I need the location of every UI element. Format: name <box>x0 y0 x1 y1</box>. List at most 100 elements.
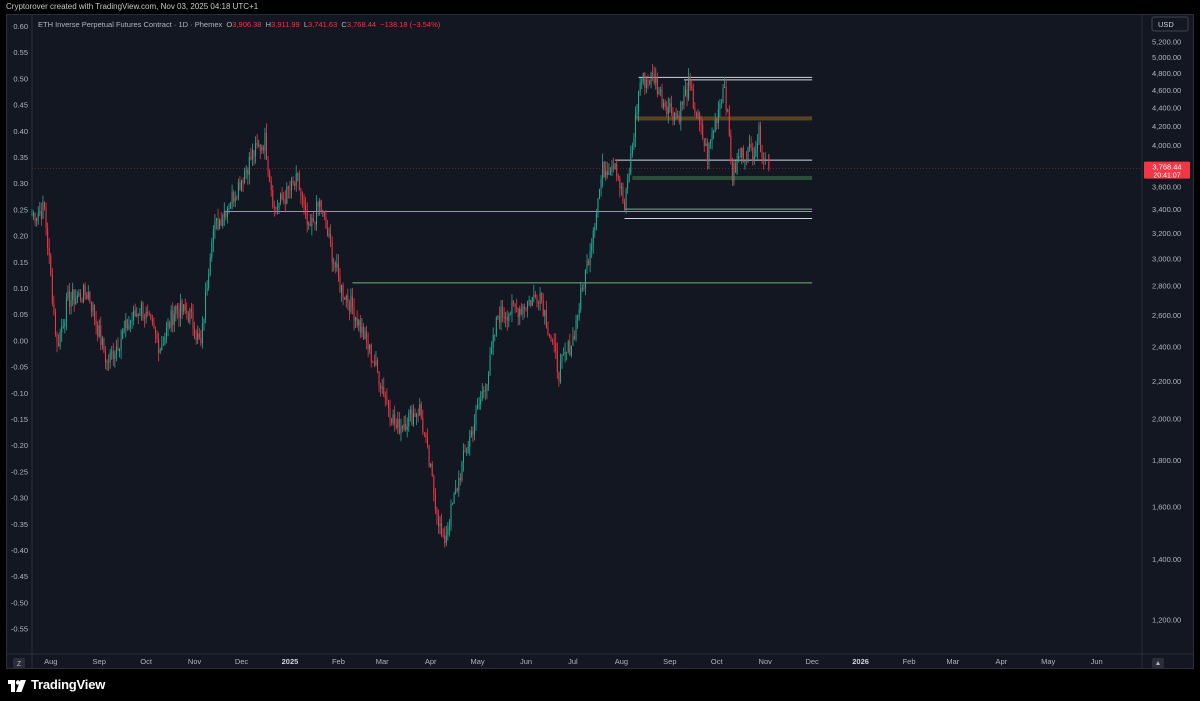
candle-body[interactable] <box>513 301 515 304</box>
candle-body[interactable] <box>584 269 586 289</box>
candle-body[interactable] <box>251 150 253 160</box>
currency-label[interactable]: USD <box>1158 20 1174 29</box>
candle-body[interactable] <box>439 523 441 527</box>
candle-body[interactable] <box>144 317 146 319</box>
candle-body[interactable] <box>69 290 71 308</box>
candle-body[interactable] <box>133 310 135 320</box>
candle-body[interactable] <box>505 317 507 319</box>
candle-body[interactable] <box>175 305 177 315</box>
candle-body[interactable] <box>79 292 81 300</box>
candle-body[interactable] <box>545 310 547 328</box>
candle-body[interactable] <box>722 87 724 104</box>
candle-body[interactable] <box>150 314 152 319</box>
candle-body[interactable] <box>633 137 635 147</box>
candle-body[interactable] <box>763 158 765 161</box>
candle-body[interactable] <box>594 226 596 231</box>
candle-body[interactable] <box>511 301 513 314</box>
candle-body[interactable] <box>201 323 203 344</box>
candle-body[interactable] <box>350 295 352 312</box>
candle-body[interactable] <box>33 213 35 216</box>
candle-body[interactable] <box>622 186 624 202</box>
candle-body[interactable] <box>341 284 343 293</box>
candle-body[interactable] <box>101 338 103 345</box>
candle-body[interactable] <box>164 336 166 345</box>
candle-body[interactable] <box>728 109 730 136</box>
candle-body[interactable] <box>309 223 311 227</box>
candle-body[interactable] <box>592 230 594 245</box>
candle-body[interactable] <box>745 160 747 163</box>
candle-body[interactable] <box>450 504 452 526</box>
candle-body[interactable] <box>492 335 494 348</box>
candle-body[interactable] <box>739 156 741 158</box>
candle-body[interactable] <box>650 72 652 85</box>
candle-body[interactable] <box>478 404 480 406</box>
candle-body[interactable] <box>256 142 258 146</box>
candle-body[interactable] <box>265 132 268 161</box>
price-chart[interactable]: 1,200.00 1,400.00 1,600.00 1,800.00 2,000.00… <box>6 14 1194 669</box>
candle-body[interactable] <box>430 464 432 467</box>
candle-body[interactable] <box>695 112 697 117</box>
candle-body[interactable] <box>125 319 127 329</box>
candle-body[interactable] <box>248 156 250 175</box>
candle-body[interactable] <box>655 77 657 84</box>
candle-body[interactable] <box>541 293 543 301</box>
candle-body[interactable] <box>699 112 701 123</box>
candle-body[interactable] <box>702 124 704 140</box>
candle-body[interactable] <box>616 163 618 177</box>
candle-body[interactable] <box>311 218 313 227</box>
candle-body[interactable] <box>481 391 483 399</box>
candle-body[interactable] <box>495 317 497 335</box>
candle-body[interactable] <box>114 354 116 359</box>
candle-body[interactable] <box>336 263 338 268</box>
candle-body[interactable] <box>195 337 197 340</box>
candle-body[interactable] <box>43 202 46 208</box>
candle-body[interactable] <box>639 82 641 93</box>
candle-body[interactable] <box>231 192 233 205</box>
candle-body[interactable] <box>183 304 185 312</box>
candle-body[interactable] <box>104 352 106 363</box>
candle-body[interactable] <box>602 161 604 180</box>
candle-body[interactable] <box>298 173 300 191</box>
candle-body[interactable] <box>674 113 676 121</box>
candle-body[interactable] <box>361 326 363 333</box>
candle-body[interactable] <box>61 326 63 333</box>
candle-body[interactable] <box>275 207 277 209</box>
candle-body[interactable] <box>78 292 80 296</box>
candle-body[interactable] <box>369 344 371 350</box>
candle-body[interactable] <box>470 431 472 437</box>
candle-body[interactable] <box>40 211 42 220</box>
candle-body[interactable] <box>733 162 735 181</box>
candle-body[interactable] <box>58 343 60 347</box>
candle-body[interactable] <box>53 303 55 313</box>
candle-body[interactable] <box>516 307 518 309</box>
candle-body[interactable] <box>498 316 500 323</box>
candle-body[interactable] <box>484 390 486 392</box>
candle-body[interactable] <box>419 404 421 416</box>
candle-body[interactable] <box>477 405 479 410</box>
candle-body[interactable] <box>664 102 666 107</box>
candle-body[interactable] <box>538 303 540 305</box>
candle-body[interactable] <box>197 333 199 340</box>
candle-body[interactable] <box>614 163 616 170</box>
candle-body[interactable] <box>83 285 85 302</box>
candle-body[interactable] <box>706 143 708 162</box>
candle-body[interactable] <box>644 73 646 88</box>
candle-body[interactable] <box>423 432 425 434</box>
candle-body[interactable] <box>703 139 705 146</box>
candle-body[interactable] <box>380 385 382 389</box>
candle-body[interactable] <box>480 398 482 405</box>
candle-body[interactable] <box>339 276 341 293</box>
candle-body[interactable] <box>39 211 41 214</box>
candle-body[interactable] <box>448 525 450 529</box>
candle-body[interactable] <box>139 314 141 316</box>
candle-body[interactable] <box>487 374 490 385</box>
timezone-button[interactable] <box>13 658 25 668</box>
candle-body[interactable] <box>180 300 182 318</box>
candle-body[interactable] <box>147 311 149 314</box>
candle-body[interactable] <box>47 228 49 248</box>
candle-body[interactable] <box>129 320 132 324</box>
currency-button[interactable] <box>1151 16 1189 32</box>
candle-body[interactable] <box>280 193 282 203</box>
candle-body[interactable] <box>233 192 235 202</box>
candle-body[interactable] <box>624 201 626 209</box>
